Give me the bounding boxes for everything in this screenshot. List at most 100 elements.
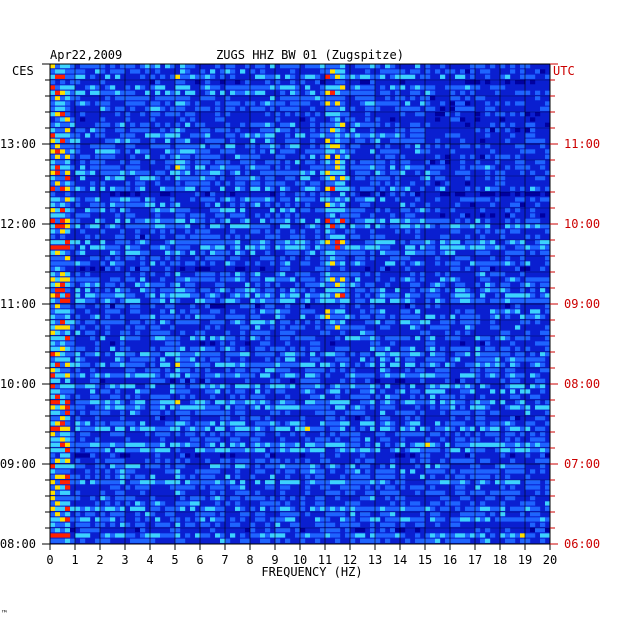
spectrogram-cell [220,245,226,250]
spectrogram-cell [320,298,326,303]
spectrogram-cell [140,96,146,101]
spectrogram-cell [135,138,141,143]
spectrogram-cell [515,101,521,106]
spectrogram-cell [320,496,326,501]
spectrogram-cell [275,426,281,431]
spectrogram-cell [175,80,181,85]
spectrogram-cell [255,133,261,138]
spectrogram-cell [135,501,141,506]
spectrogram-cell [475,250,481,255]
spectrogram-cell [110,432,116,437]
spectrogram-cell [275,229,281,234]
spectrogram-cell [325,272,331,277]
spectrogram-cell [280,266,286,271]
spectrogram-cell [160,261,166,266]
spectrogram-cell [345,282,351,287]
spectrogram-cell [310,170,316,175]
spectrogram-cell [430,362,436,367]
spectrogram-cell [530,309,536,314]
spectrogram-cell [265,389,271,394]
spectrogram-cell [295,293,301,298]
spectrogram-cell [270,128,276,133]
spectrogram-cell [175,448,181,453]
spectrogram-cell [410,357,416,362]
spectrogram-cell [360,288,366,293]
spectrogram-cell [220,320,226,325]
spectrogram-cell [75,224,81,229]
spectrogram-cell [375,74,381,79]
spectrogram-cell [95,234,101,239]
spectrogram-cell [285,266,291,271]
spectrogram-cell [75,357,81,362]
spectrogram-cell [255,496,261,501]
spectrogram-cell [400,384,406,389]
spectrogram-cell [150,288,156,293]
spectrogram-cell [55,506,61,511]
spectrogram-cell [325,176,331,181]
spectrogram-cell [485,405,491,410]
spectrogram-cell [380,133,386,138]
spectrogram-cell [180,421,186,426]
spectrogram-cell [420,224,426,229]
spectrogram-cell [355,288,361,293]
spectrogram-cell [250,272,256,277]
spectrogram-cell [150,74,156,79]
spectrogram-cell [140,181,146,186]
spectrogram-cell [305,202,311,207]
spectrogram-cell [470,309,476,314]
spectrogram-cell [390,138,396,143]
spectrogram-cell [375,506,381,511]
spectrogram-cell [200,288,206,293]
spectrogram-cell [485,384,491,389]
spectrogram-cell [330,256,336,261]
spectrogram-cell [470,405,476,410]
spectrogram-cell [160,106,166,111]
spectrogram-cell [465,96,471,101]
spectrogram-cell [165,506,171,511]
spectrogram-cell [345,442,351,447]
spectrogram-cell [145,176,151,181]
spectrogram-cell [165,394,171,399]
spectrogram-cell [375,234,381,239]
spectrogram-cell [180,250,186,255]
spectrogram-cell [470,154,476,159]
spectrogram-cell [50,192,56,197]
spectrogram-cell [150,373,156,378]
spectrogram-cell [360,400,366,405]
spectrogram-cell [545,400,551,405]
spectrogram-cell [515,197,521,202]
spectrogram-cell [275,458,281,463]
spectrogram-cell [290,330,296,335]
spectrogram-cell [445,272,451,277]
spectrogram-cell [190,346,196,351]
spectrogram-cell [165,448,171,453]
spectrogram-cell [325,165,331,170]
spectrogram-cell [205,256,211,261]
spectrogram-cell [320,122,326,127]
spectrogram-cell [195,362,201,367]
spectrogram-cell [90,144,96,149]
spectrogram-cell [50,496,56,501]
spectrogram-cell [140,389,146,394]
spectrogram-cell [200,69,206,74]
spectrogram-cell [290,90,296,95]
spectrogram-cell [70,186,76,191]
spectrogram-cell [230,309,236,314]
spectrogram-cell [145,384,151,389]
spectrogram-cell [255,394,261,399]
spectrogram-cell [55,112,61,117]
spectrogram-cell [460,245,466,250]
spectrogram-cell [240,464,246,469]
spectrogram-cell [185,458,191,463]
spectrogram-cell [460,389,466,394]
spectrogram-cell [155,368,161,373]
spectrogram-cell [205,229,211,234]
spectrogram-cell [325,69,331,74]
spectrogram-cell [230,277,236,282]
spectrogram-cell [505,368,511,373]
spectrogram-cell [235,101,241,106]
spectrogram-cell [520,144,526,149]
spectrogram-cell [530,186,536,191]
spectrogram-cell [60,352,66,357]
spectrogram-cell [175,138,181,143]
